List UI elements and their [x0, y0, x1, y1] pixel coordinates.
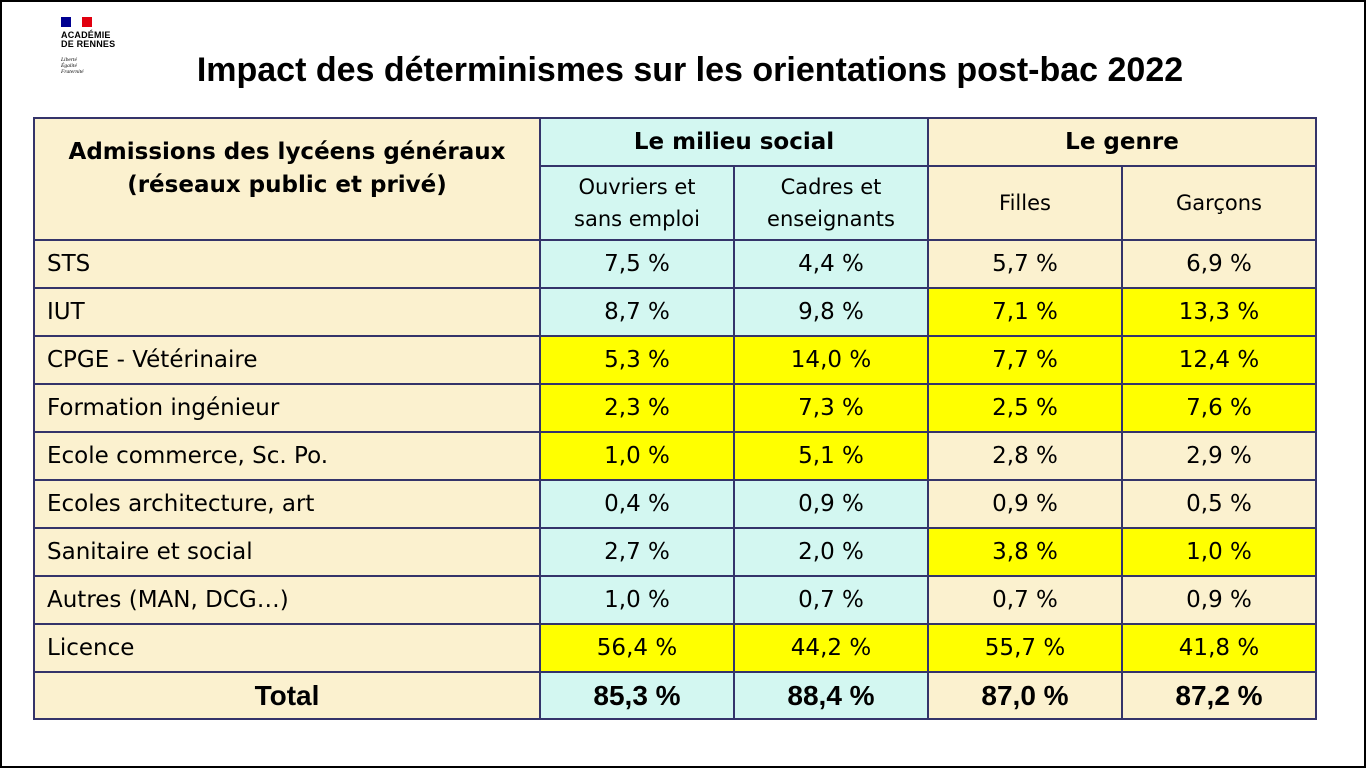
value-cell: 9,8 %: [733, 287, 929, 337]
table-row: Sanitaire et social 2,7 % 2,0 % 3,8 % 1,0 %: [33, 527, 1317, 577]
table-row: Ecole commerce, Sc. Po. 1,0 % 5,1 % 2,8 % 2,…: [33, 431, 1317, 481]
row-label: Ecole commerce, Sc. Po.: [33, 431, 541, 481]
value-cell: 55,7 %: [927, 623, 1123, 673]
value-cell: 12,4 %: [1121, 335, 1317, 385]
row-label: Sanitaire et social: [33, 527, 541, 577]
value-cell: 7,7 %: [927, 335, 1123, 385]
value-cell: 2,3 %: [539, 383, 735, 433]
value-cell: 41,8 %: [1121, 623, 1317, 673]
total-value: 88,4 %: [733, 671, 929, 720]
table-row: Autres (MAN, DCG…) 1,0 % 0,7 % 0,7 % 0,9 %: [33, 575, 1317, 625]
column-header: Garçons: [1121, 165, 1317, 241]
column-header-row: Ouvriers et sans emploi Cadres et enseig…: [34, 165, 1317, 241]
row-label: CPGE - Vétérinaire: [33, 335, 541, 385]
page-title: Impact des déterminismes sur les orienta…: [196, 51, 1184, 89]
row-label: STS: [33, 239, 541, 289]
value-cell: 2,8 %: [927, 431, 1123, 481]
value-cell: 7,5 %: [539, 239, 735, 289]
logo-motto: Liberté Égalité Fraternité: [61, 57, 84, 75]
value-cell: 5,3 %: [539, 335, 735, 385]
value-cell: 1,0 %: [539, 431, 735, 481]
value-cell: 7,1 %: [927, 287, 1123, 337]
value-cell: 13,3 %: [1121, 287, 1317, 337]
value-cell: 0,5 %: [1121, 479, 1317, 529]
value-cell: 8,7 %: [539, 287, 735, 337]
value-cell: 2,9 %: [1121, 431, 1317, 481]
column-header-label: Garçons: [1176, 191, 1262, 215]
admissions-table: Admissions des lycéens généraux (réseaux…: [33, 117, 1317, 720]
group-header-genre: Le genre: [927, 117, 1317, 167]
value-cell: 14,0 %: [733, 335, 929, 385]
value-cell: 2,0 %: [733, 527, 929, 577]
value-cell: 2,7 %: [539, 527, 735, 577]
value-cell: 0,9 %: [927, 479, 1123, 529]
logo-name: ACADÉMIE DE RENNES: [61, 30, 116, 49]
value-cell: 0,7 %: [927, 575, 1123, 625]
table-row: STS 7,5 % 4,4 % 5,7 % 6,9 %: [33, 239, 1317, 289]
value-cell: 7,6 %: [1121, 383, 1317, 433]
column-header: Ouvriers et sans emploi: [539, 165, 735, 241]
row-label: Formation ingénieur: [33, 383, 541, 433]
table-row: Licence 56,4 % 44,2 % 55,7 % 41,8 %: [33, 623, 1317, 673]
value-cell: 0,9 %: [733, 479, 929, 529]
value-cell: 56,4 %: [539, 623, 735, 673]
value-cell: 44,2 %: [733, 623, 929, 673]
row-label: Ecoles architecture, art: [33, 479, 541, 529]
table-row: Formation ingénieur 2,3 % 7,3 % 2,5 % 7,6 %: [33, 383, 1317, 433]
value-cell: 5,7 %: [927, 239, 1123, 289]
main-header-cell: Admissions des lycéens généraux (réseaux…: [33, 117, 541, 241]
total-row: Total 85,3 % 88,4 % 87,0 % 87,2 %: [33, 671, 1317, 720]
row-label: IUT: [33, 287, 541, 337]
french-flag-icon: [61, 17, 92, 27]
table-body: STS 7,5 % 4,4 % 5,7 % 6,9 % IUT 8,7 % 9,8 % 7,1 …: [33, 239, 1317, 673]
total-value: 87,2 %: [1121, 671, 1317, 720]
group-header-row: Admissions des lycéens généraux (réseaux…: [33, 117, 1317, 241]
row-label: Autres (MAN, DCG…): [33, 575, 541, 625]
value-cell: 2,5 %: [927, 383, 1123, 433]
value-cell: 0,4 %: [539, 479, 735, 529]
total-label: Total: [33, 671, 541, 720]
row-label: Licence: [33, 623, 541, 673]
total-value: 85,3 %: [539, 671, 735, 720]
value-cell: 0,7 %: [733, 575, 929, 625]
column-header: Filles: [927, 165, 1123, 241]
table-row: CPGE - Vétérinaire 5,3 % 14,0 % 7,7 % 12,4 %: [33, 335, 1317, 385]
value-cell: 3,8 %: [927, 527, 1123, 577]
value-cell: 1,0 %: [539, 575, 735, 625]
value-cell: 5,1 %: [733, 431, 929, 481]
value-cell: 0,9 %: [1121, 575, 1317, 625]
column-header-label: Cadres et enseignants: [767, 175, 895, 231]
table-row: Ecoles architecture, art 0,4 % 0,9 % 0,9 % 0…: [33, 479, 1317, 529]
column-header: Cadres et enseignants: [733, 165, 929, 241]
main-header: Admissions des lycéens généraux (réseaux…: [68, 139, 506, 198]
column-header-label: Ouvriers et sans emploi: [574, 175, 700, 231]
total-value: 87,0 %: [927, 671, 1123, 720]
value-cell: 7,3 %: [733, 383, 929, 433]
table-row: IUT 8,7 % 9,8 % 7,1 % 13,3 %: [33, 287, 1317, 337]
value-cell: 1,0 %: [1121, 527, 1317, 577]
column-header-label: Filles: [999, 191, 1051, 215]
value-cell: 4,4 %: [733, 239, 929, 289]
value-cell: 6,9 %: [1121, 239, 1317, 289]
group-header-social: Le milieu social: [539, 117, 929, 167]
